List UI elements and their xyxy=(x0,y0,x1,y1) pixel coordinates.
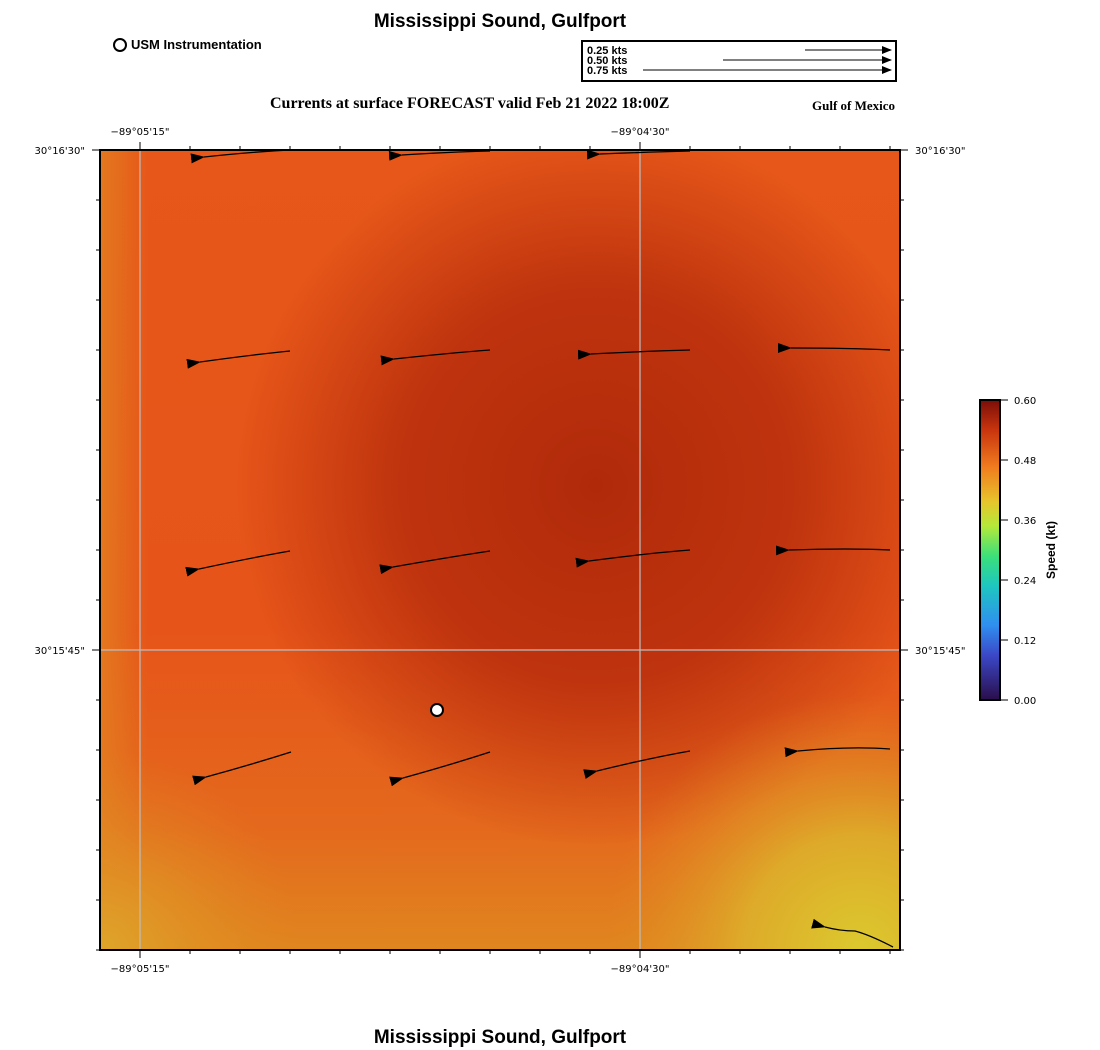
cbar-tick-012: 0.12 xyxy=(1014,636,1036,647)
scale-label-025: 0.25 kts xyxy=(587,45,628,57)
current-vector xyxy=(577,349,691,360)
lon-tick-bottom-1: −89°05'15" xyxy=(111,964,170,975)
current-vector xyxy=(811,918,894,948)
cbar-tick-024: 0.24 xyxy=(1014,576,1036,587)
cbar-tick-036: 0.36 xyxy=(1014,516,1036,527)
region-label: Gulf of Mexico xyxy=(812,98,896,113)
current-vector xyxy=(775,545,891,556)
cbar-tick-000: 0.00 xyxy=(1014,696,1036,707)
current-vector xyxy=(784,747,891,758)
map-title-bottom: Mississippi Sound, Gulfport xyxy=(373,1027,627,1048)
scale-arrows xyxy=(643,46,892,74)
current-vector xyxy=(190,149,291,164)
map-title-top: Mississippi Sound, Gulfport xyxy=(373,11,627,32)
vector-scale-legend: 0.25 kts 0.50 kts 0.75 kts xyxy=(581,40,897,82)
colorbar-label: Speed (kt) xyxy=(1044,521,1058,579)
current-vector xyxy=(185,550,291,577)
lat-tick-right-1: 30°16'30" xyxy=(915,146,966,157)
frame-ticks xyxy=(92,142,908,958)
station-legend-label: USM Instrumentation xyxy=(131,37,262,52)
lat-tick-left-1: 30°16'30" xyxy=(34,146,85,157)
current-vector xyxy=(388,150,491,161)
station-circle-icon xyxy=(113,37,127,52)
current-vector xyxy=(192,751,292,786)
scale-label-075: 0.75 kts xyxy=(587,65,628,77)
colorbar-ramp xyxy=(979,399,1001,701)
lon-tick-top-1: −89°05'15" xyxy=(111,127,170,138)
lat-tick-right-2: 30°15'45" xyxy=(915,646,966,657)
current-vector xyxy=(777,342,891,353)
lat-tick-left-2: 30°15'45" xyxy=(34,646,85,657)
colorbar: 0.60 0.48 0.36 0.24 0.12 0.00 Speed (kt) xyxy=(979,396,1058,707)
lon-tick-top-2: −89°04'30" xyxy=(611,127,670,138)
gridlines xyxy=(100,150,900,950)
scale-label-050: 0.50 kts xyxy=(587,55,628,67)
current-vector xyxy=(380,349,491,366)
current-vector xyxy=(575,549,691,568)
colorbar-ticks xyxy=(1000,399,1008,701)
current-vector xyxy=(583,750,691,779)
current-vector xyxy=(186,350,291,369)
speed-field xyxy=(100,150,900,950)
current-vector xyxy=(586,149,691,160)
map-subtitle: Currents at surface FORECAST valid Feb 2… xyxy=(270,95,670,112)
cbar-tick-048: 0.48 xyxy=(1014,456,1036,467)
usm-station-marker xyxy=(430,703,444,717)
station-legend: USM Instrumentation xyxy=(113,37,262,52)
current-vectors xyxy=(185,149,894,948)
cbar-tick-060: 0.60 xyxy=(1014,396,1036,407)
current-vector xyxy=(389,751,491,787)
current-vector xyxy=(379,550,491,575)
lon-tick-bottom-2: −89°04'30" xyxy=(611,964,670,975)
